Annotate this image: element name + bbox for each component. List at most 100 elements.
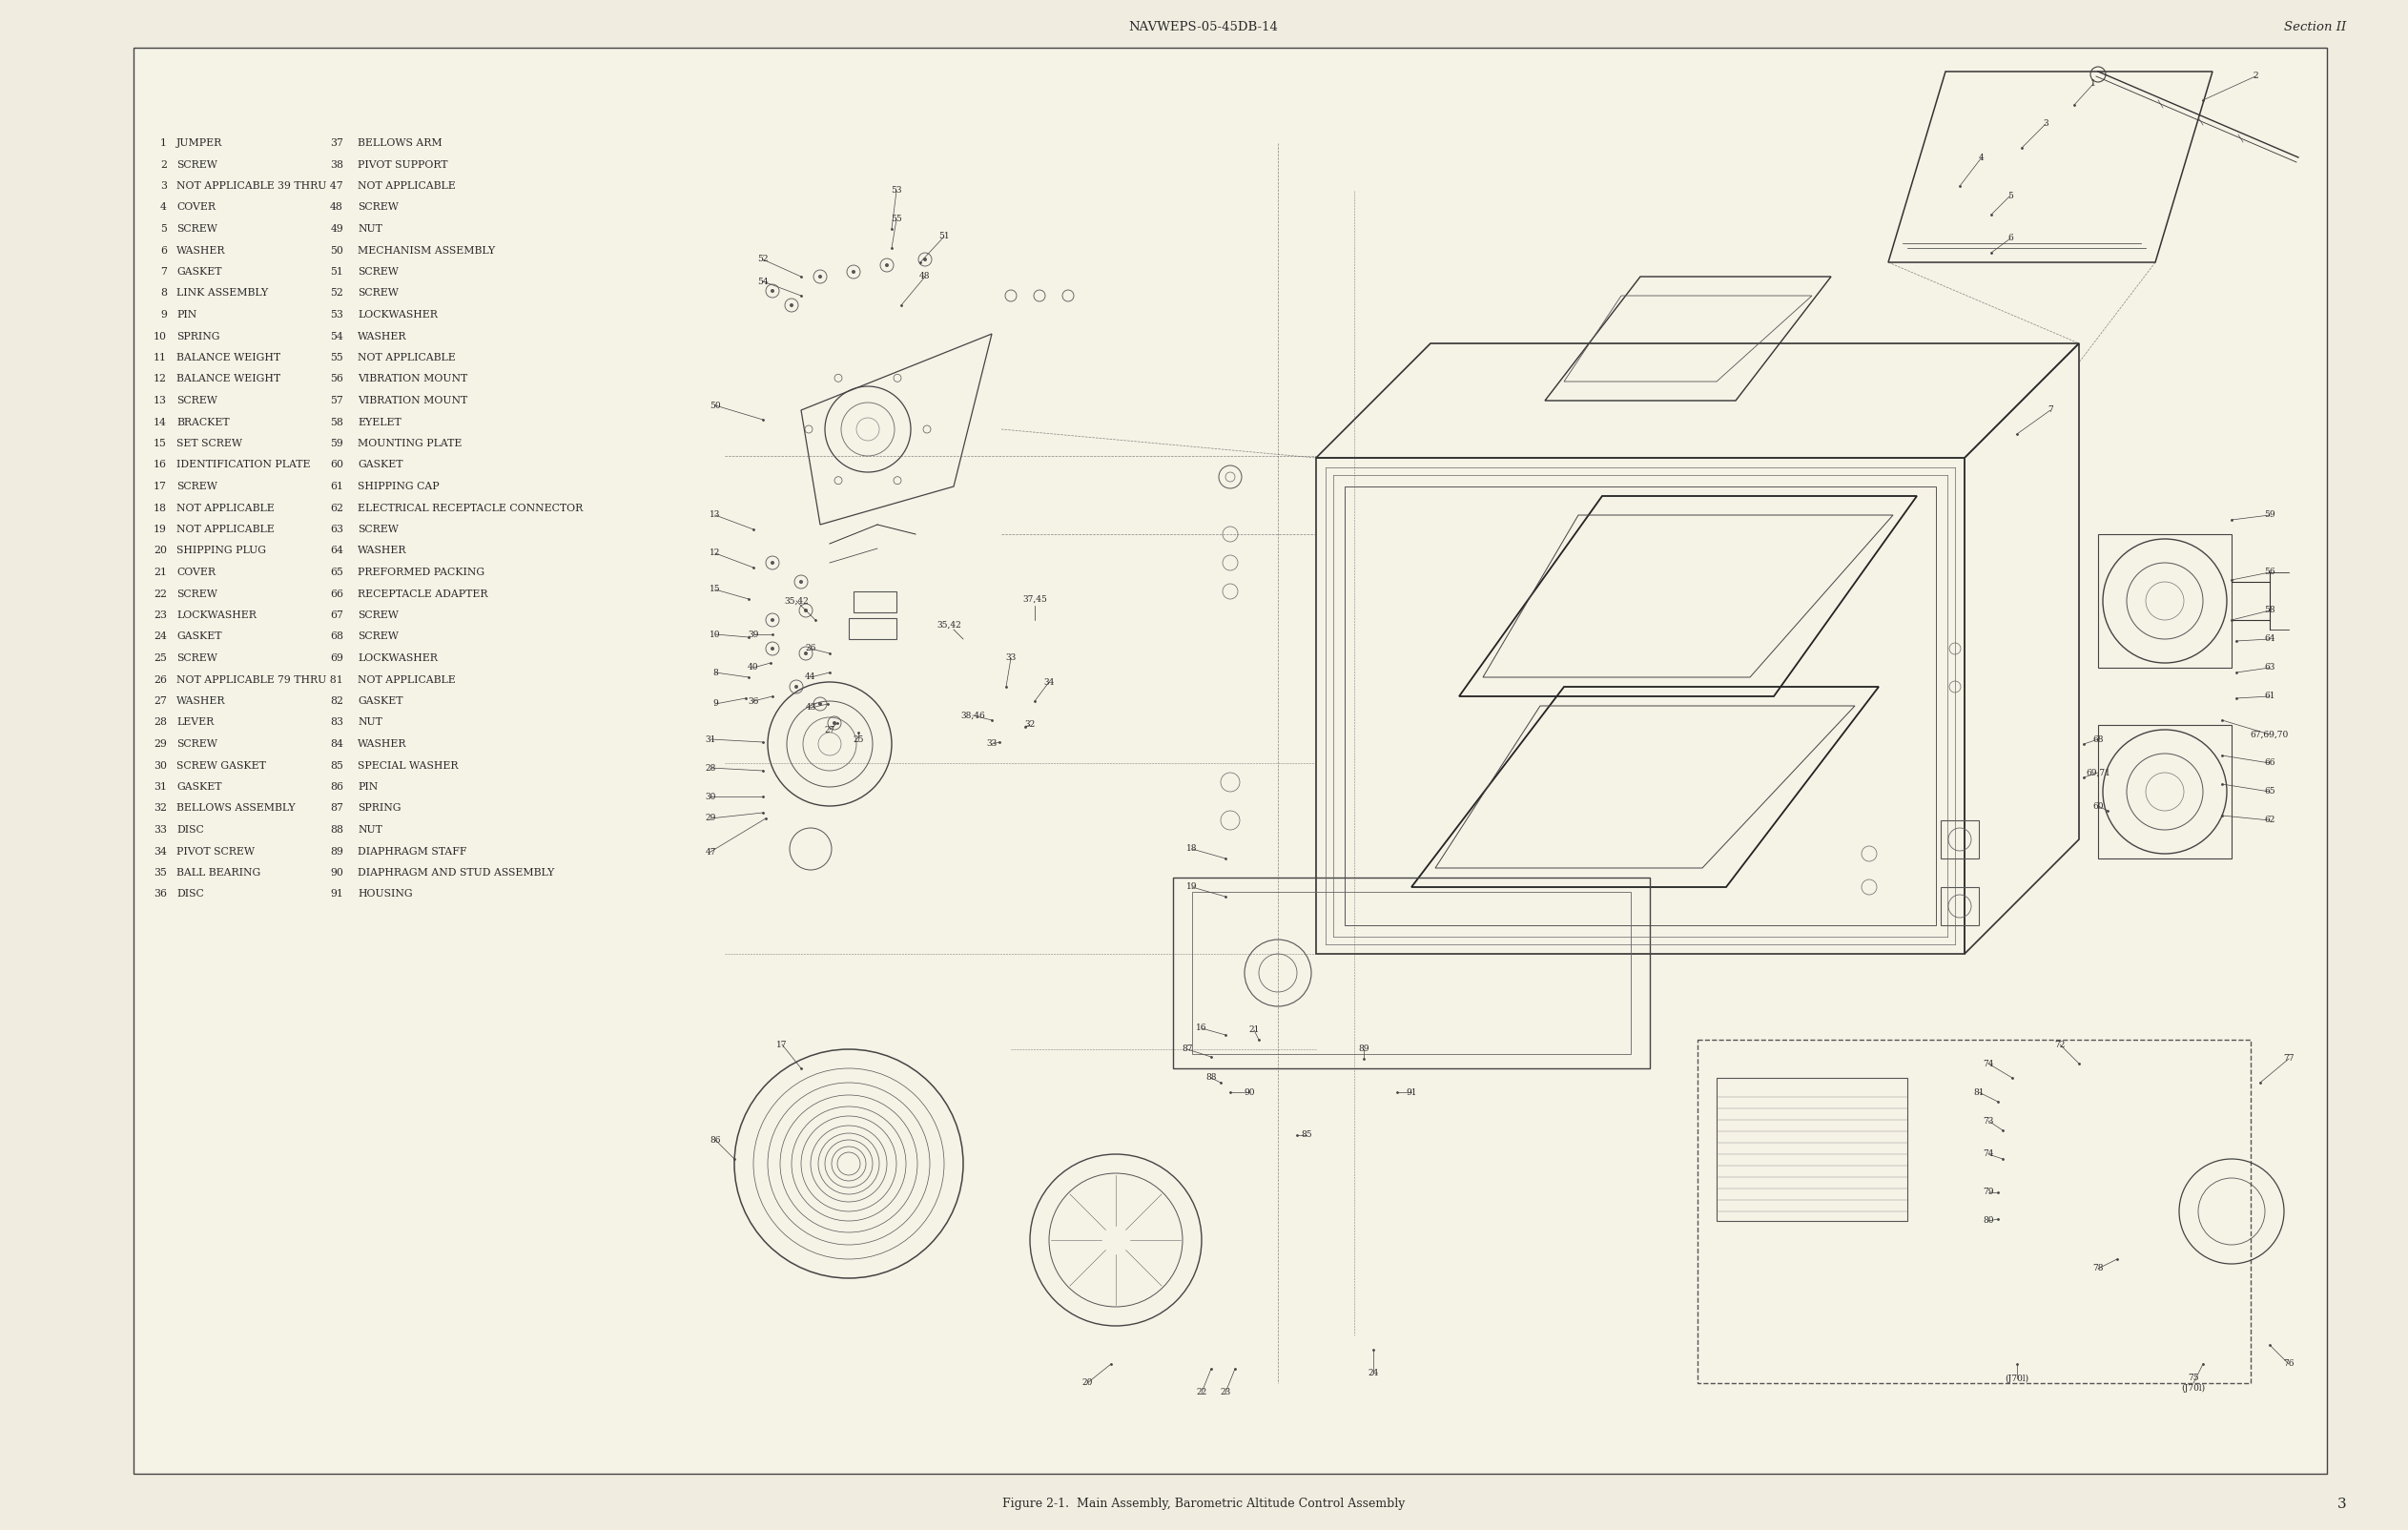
Bar — [1717, 1077, 1907, 1221]
Text: 62: 62 — [2264, 815, 2276, 825]
Text: 31: 31 — [706, 734, 715, 744]
Text: SCREW: SCREW — [176, 739, 217, 748]
Text: (J70l): (J70l) — [2006, 1374, 2030, 1383]
Text: 66: 66 — [2264, 759, 2276, 768]
Text: 38,46: 38,46 — [961, 711, 985, 719]
Text: 2: 2 — [161, 159, 166, 170]
Circle shape — [771, 618, 775, 621]
Bar — [1941, 820, 1979, 858]
Text: 13: 13 — [710, 511, 720, 519]
Circle shape — [852, 269, 855, 274]
Text: 30: 30 — [706, 793, 715, 800]
Text: NAVWEPS-05-45DB-14: NAVWEPS-05-45DB-14 — [1129, 21, 1279, 34]
Text: 20: 20 — [154, 546, 166, 555]
Text: WASHER: WASHER — [359, 546, 407, 555]
Text: 40: 40 — [749, 664, 759, 672]
Text: 63: 63 — [2264, 664, 2276, 672]
Text: 89: 89 — [330, 846, 344, 857]
Text: COVER: COVER — [176, 568, 217, 577]
Text: VIBRATION MOUNT: VIBRATION MOUNT — [359, 375, 467, 384]
Text: GASKET: GASKET — [176, 268, 222, 277]
Text: NOT APPLICABLE: NOT APPLICABLE — [359, 353, 455, 363]
Text: 47: 47 — [706, 848, 715, 857]
Text: PIVOT SCREW: PIVOT SCREW — [176, 846, 255, 857]
Text: 34: 34 — [1043, 678, 1055, 687]
Text: 2: 2 — [2254, 72, 2259, 81]
Text: 1: 1 — [2090, 80, 2095, 89]
Text: 3: 3 — [2042, 119, 2049, 129]
Text: 35,42: 35,42 — [785, 597, 809, 606]
Text: MECHANISM ASSEMBLY: MECHANISM ASSEMBLY — [359, 246, 496, 256]
Text: PREFORMED PACKING: PREFORMED PACKING — [359, 568, 484, 577]
Text: GASKET: GASKET — [359, 461, 402, 470]
Text: 13: 13 — [154, 396, 166, 405]
Text: SPRING: SPRING — [176, 332, 219, 341]
Circle shape — [795, 685, 797, 688]
Circle shape — [790, 303, 795, 308]
Circle shape — [819, 702, 821, 705]
Text: 79: 79 — [1982, 1187, 1994, 1196]
Text: 48: 48 — [920, 272, 929, 282]
Circle shape — [833, 721, 836, 725]
Text: 38: 38 — [330, 159, 344, 170]
Text: NOT APPLICABLE: NOT APPLICABLE — [359, 181, 455, 191]
Bar — [1317, 457, 1965, 953]
Text: 79 THRU 81: 79 THRU 81 — [277, 675, 344, 684]
Text: BALL BEARING: BALL BEARING — [176, 868, 260, 878]
Text: 55: 55 — [891, 216, 903, 223]
Text: 15: 15 — [154, 439, 166, 448]
Text: 22: 22 — [154, 589, 166, 598]
Text: BALANCE WEIGHT: BALANCE WEIGHT — [176, 353, 279, 363]
Text: 90: 90 — [330, 868, 344, 878]
Text: 67,69,70: 67,69,70 — [2251, 730, 2290, 739]
Text: DIAPHRAGM STAFF: DIAPHRAGM STAFF — [359, 846, 467, 857]
Text: 4: 4 — [161, 202, 166, 213]
Text: 51: 51 — [939, 233, 949, 240]
Text: 44: 44 — [804, 673, 816, 681]
Text: 39: 39 — [749, 630, 759, 638]
Bar — [1344, 487, 1936, 926]
Text: 37: 37 — [330, 138, 344, 148]
Text: 59: 59 — [2264, 511, 2276, 519]
Text: 16: 16 — [1197, 1024, 1206, 1033]
Text: 26: 26 — [154, 675, 166, 684]
Text: VIBRATION MOUNT: VIBRATION MOUNT — [359, 396, 467, 405]
Text: 24: 24 — [1368, 1369, 1380, 1379]
Text: 8: 8 — [161, 289, 166, 298]
Text: 61: 61 — [330, 482, 344, 491]
Text: BRACKET: BRACKET — [176, 418, 229, 427]
Text: 78: 78 — [2093, 1264, 2105, 1273]
Text: 28: 28 — [706, 763, 715, 773]
Text: 75
(J70l): 75 (J70l) — [2182, 1374, 2206, 1392]
Text: 88: 88 — [1206, 1074, 1216, 1082]
Text: WASHER: WASHER — [176, 246, 226, 256]
Text: 68: 68 — [2093, 734, 2105, 744]
Text: SCREW: SCREW — [176, 159, 217, 170]
Text: DISC: DISC — [176, 825, 205, 835]
Text: 33: 33 — [154, 825, 166, 835]
Text: 57: 57 — [330, 396, 344, 405]
Circle shape — [819, 275, 821, 278]
Text: 83: 83 — [330, 718, 344, 727]
Circle shape — [886, 263, 889, 268]
Text: BELLOWS ARM: BELLOWS ARM — [359, 138, 443, 148]
Text: WASHER: WASHER — [176, 696, 226, 705]
Text: 31: 31 — [154, 782, 166, 791]
Text: 35: 35 — [154, 868, 166, 878]
Text: HOUSING: HOUSING — [359, 889, 412, 900]
Text: 25: 25 — [852, 734, 864, 744]
Text: 43: 43 — [804, 704, 816, 711]
Text: LOCKWASHER: LOCKWASHER — [176, 610, 255, 620]
Text: SCREW: SCREW — [176, 225, 217, 234]
Circle shape — [771, 289, 775, 292]
Text: 65: 65 — [330, 568, 344, 577]
Text: SHIPPING CAP: SHIPPING CAP — [359, 482, 438, 491]
Text: SCREW: SCREW — [176, 653, 217, 662]
Circle shape — [799, 580, 802, 584]
Text: 63: 63 — [330, 525, 344, 534]
Text: 68: 68 — [330, 632, 344, 641]
Text: DISC: DISC — [176, 889, 205, 900]
Bar — [1941, 887, 1979, 926]
Text: COVER: COVER — [176, 202, 217, 213]
Text: PIVOT SUPPORT: PIVOT SUPPORT — [359, 159, 448, 170]
